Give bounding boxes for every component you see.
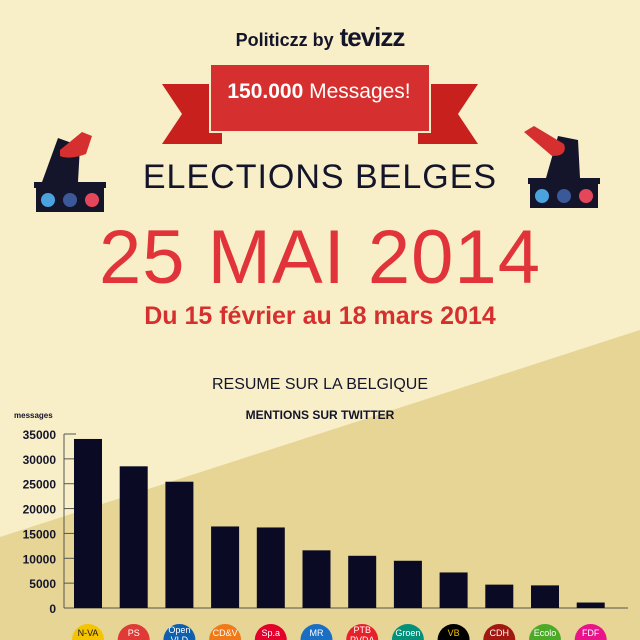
party-badge xyxy=(346,624,379,640)
party-badge xyxy=(574,624,607,640)
bar-ecolo xyxy=(531,585,559,608)
party-badge xyxy=(529,624,561,640)
x-tick-label: Ecolo xyxy=(534,628,557,638)
ballot-icon xyxy=(546,136,580,178)
twitter-icon xyxy=(41,193,55,207)
x-tick-label: Sp.a xyxy=(262,628,281,638)
hand-icon xyxy=(60,132,92,158)
date-range: Du 15 février au 18 mars 2014 xyxy=(144,302,496,330)
bar-ptb-pvda xyxy=(348,555,377,608)
y-tick-label: 20000 xyxy=(23,503,57,517)
bar-ps xyxy=(119,466,148,608)
x-tick-label: CDH xyxy=(490,628,510,638)
x-tick-label: VLD xyxy=(171,635,189,640)
bar-groen xyxy=(393,560,422,608)
x-tick-label: CD&V xyxy=(213,628,238,638)
brand-text: Politiczz by xyxy=(235,30,334,50)
banner-text: 150.000 Messages! xyxy=(227,80,411,103)
party-badge xyxy=(437,624,470,640)
party-badge xyxy=(391,624,424,640)
bar-vb xyxy=(439,572,468,608)
ballot-box-left xyxy=(34,132,106,212)
bar-cdh xyxy=(485,584,514,608)
y-tick-label: 5000 xyxy=(29,577,56,591)
tevizz-logo: tevizz xyxy=(339,22,406,52)
y-tick-label: 25000 xyxy=(23,478,57,492)
party-badge xyxy=(254,624,287,640)
y-tick-label: 0 xyxy=(49,602,56,616)
y-tick-label: 30000 xyxy=(23,453,57,467)
y-tick-label: 10000 xyxy=(23,552,57,566)
x-tick-label: PVDA xyxy=(350,635,375,640)
x-tick-label: PTB xyxy=(353,625,371,635)
y-tick-label: 15000 xyxy=(23,527,57,541)
ballot-box-right xyxy=(524,126,600,208)
y-axis-label: messages xyxy=(14,411,53,420)
x-tick-label: FDF xyxy=(582,628,600,638)
party-badge xyxy=(72,624,104,640)
bar-cd-v xyxy=(211,526,240,608)
instagram-icon xyxy=(579,189,593,203)
party-badge xyxy=(300,624,333,640)
party-badge xyxy=(163,624,196,640)
x-tick-label: VB xyxy=(448,628,460,638)
chart-title: MENTIONS SUR TWITTER xyxy=(245,408,395,422)
facebook-icon xyxy=(557,189,571,203)
facebook-icon xyxy=(63,193,77,207)
party-badge xyxy=(483,624,516,640)
ribbon-banner xyxy=(162,64,478,144)
bar-open-vld xyxy=(165,481,194,608)
hand-icon xyxy=(524,126,565,156)
twitter-icon xyxy=(535,189,549,203)
x-tick-label: Open xyxy=(168,625,190,635)
x-tick-label: N-VA xyxy=(78,628,99,638)
party-badge xyxy=(117,624,150,640)
x-tick-label: Groen xyxy=(395,628,420,638)
bar-n-va xyxy=(74,438,102,608)
bar-fdf xyxy=(576,602,605,608)
election-date: 25 MAI 2014 xyxy=(99,215,541,300)
instagram-icon xyxy=(85,193,99,207)
summary-heading: RESUME SUR LA BELGIQUE xyxy=(211,376,429,393)
x-tick-label: PS xyxy=(128,628,140,638)
bar-mr xyxy=(302,550,331,608)
party-badge xyxy=(209,624,242,640)
bar-sp-a xyxy=(256,527,285,608)
y-tick-label: 35000 xyxy=(23,428,57,442)
title: ELECTIONS BELGES xyxy=(142,158,498,196)
brand-header: Politiczz by tevizz xyxy=(0,22,640,53)
x-tick-label: MR xyxy=(310,628,324,638)
